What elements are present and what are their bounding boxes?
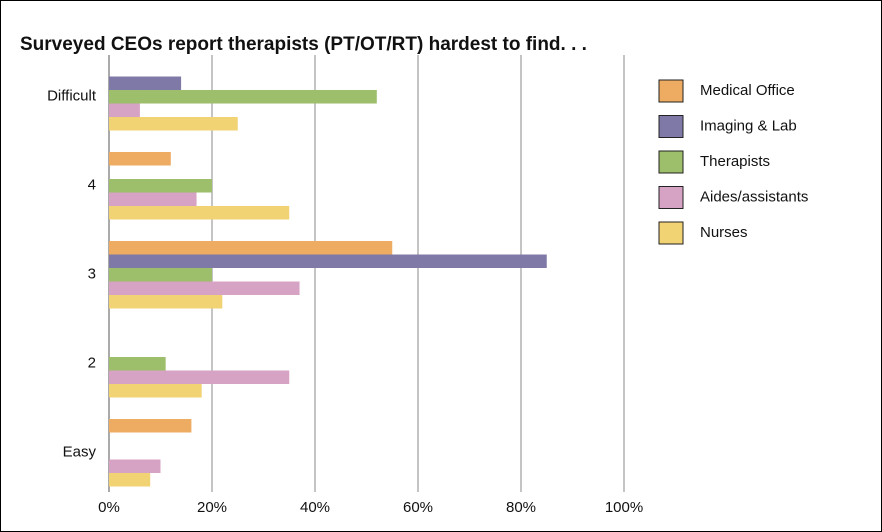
bar [109, 206, 290, 220]
bar [109, 254, 547, 268]
x-tick-label: 40% [300, 499, 330, 516]
legend-swatch [658, 79, 684, 103]
y-tick-label: 3 [88, 266, 96, 283]
bar [109, 281, 300, 295]
legend-label: Therapists [700, 153, 770, 170]
bar [109, 90, 377, 104]
bar [109, 357, 166, 371]
legend-label: Imaging & Lab [700, 117, 797, 134]
bar [109, 370, 290, 384]
bar [109, 268, 212, 282]
legend-swatch [658, 115, 684, 138]
x-tick-label: 20% [197, 499, 227, 516]
legend-swatch [658, 150, 684, 174]
y-tick-label: Difficult [47, 88, 97, 105]
bar [109, 459, 161, 473]
bar [109, 179, 212, 193]
x-tick-label: 0% [98, 499, 120, 516]
bar [109, 76, 182, 90]
bar [109, 295, 223, 309]
bar [109, 384, 202, 398]
legend-label: Medical Office [700, 82, 795, 99]
legend-label: Aides/assistants [700, 188, 808, 205]
bar [109, 152, 171, 166]
y-tick-label: 2 [88, 355, 96, 372]
chart-title: Surveyed CEOs report therapists (PT/OT/R… [20, 34, 587, 55]
bar [109, 192, 197, 206]
legend-label: Nurses [700, 224, 748, 241]
x-tick-label: 80% [506, 499, 536, 516]
y-tick-label: Easy [63, 444, 97, 461]
bar [109, 473, 151, 487]
bar [109, 103, 140, 117]
legend-swatch [658, 186, 684, 209]
x-tick-label: 100% [605, 499, 643, 516]
y-tick-label: 4 [88, 177, 96, 194]
bar [109, 117, 238, 131]
x-tick-label: 60% [403, 499, 433, 516]
bar [109, 419, 192, 433]
legend-swatch [658, 221, 684, 245]
bar [109, 241, 393, 255]
